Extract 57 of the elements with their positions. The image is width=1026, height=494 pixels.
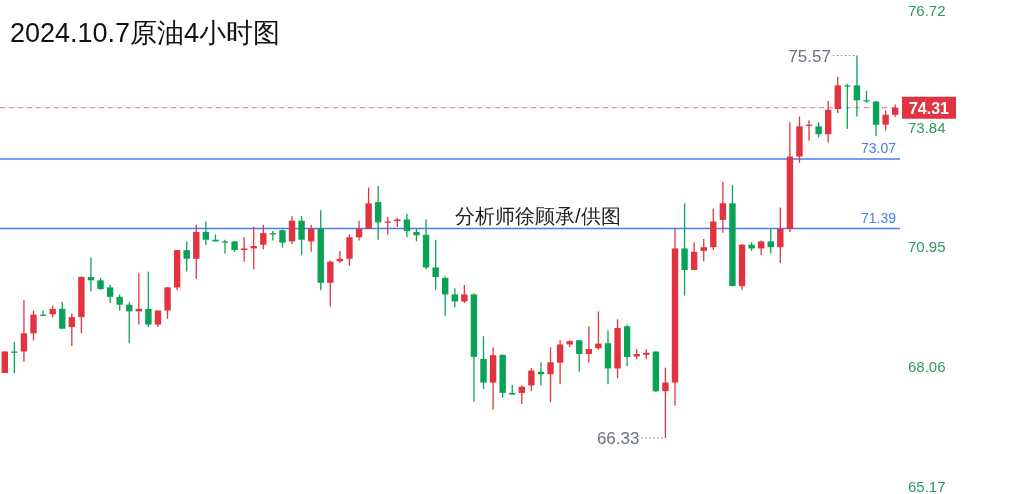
candlestick [872, 100, 880, 137]
candlestick [355, 220, 363, 242]
candlestick [844, 83, 851, 130]
candlestick [221, 239, 229, 255]
candlestick [442, 275, 449, 317]
candlestick [882, 109, 889, 132]
candlestick [461, 284, 468, 304]
y-tick-label: 65.17 [908, 477, 946, 494]
candlestick [59, 301, 66, 330]
candlestick [432, 239, 439, 291]
candlestick [662, 366, 669, 439]
candlestick [719, 181, 727, 234]
candlestick [585, 325, 593, 364]
candlestick [700, 238, 707, 262]
ref-line-label: 74.31 [908, 99, 950, 117]
candlestick [528, 367, 535, 392]
candlestick [595, 310, 602, 351]
candlestick [480, 335, 487, 390]
annotation: 75.57 [788, 46, 831, 66]
ref-line-label: 73.07 [860, 140, 897, 157]
candlestick [346, 233, 353, 267]
candlestick [298, 215, 305, 256]
candlestick [556, 339, 564, 385]
candlestick [547, 346, 554, 404]
y-tick-label: 68.06 [908, 357, 946, 375]
candlestick [518, 384, 526, 405]
candlestick [767, 228, 774, 255]
candlestick [30, 309, 37, 341]
annotation: 66.33 [596, 428, 640, 448]
candlestick [690, 241, 698, 271]
candlestick [451, 287, 458, 308]
candlestick [279, 228, 286, 249]
candlestick [183, 240, 190, 273]
candlestick [853, 54, 861, 118]
candlestick [20, 299, 28, 363]
annotation: 分析师徐顾承/供图 [455, 205, 621, 227]
candlestick [403, 213, 411, 238]
candlestick [11, 341, 18, 374]
candlestick [145, 270, 152, 328]
ref-line-label: 71.39 [860, 209, 897, 226]
candlestick [260, 224, 267, 250]
candlestick [327, 259, 334, 308]
candlestick [576, 339, 583, 373]
candlestick [374, 185, 382, 241]
candlestick [240, 236, 248, 263]
candlestick [202, 220, 210, 246]
chart-title: 2024.10.7原油4小时图 [10, 18, 281, 48]
candlestick [777, 206, 784, 264]
candlestick [307, 224, 315, 253]
candlestick [164, 286, 171, 320]
candlestick [288, 215, 296, 245]
candlestick [106, 284, 114, 304]
candlestick [68, 312, 76, 347]
candlestick [681, 202, 688, 297]
y-tick-label: 76.72 [908, 1, 946, 19]
y-tick-label: 73.84 [908, 118, 946, 136]
y-tick-label: 70.95 [908, 238, 946, 256]
